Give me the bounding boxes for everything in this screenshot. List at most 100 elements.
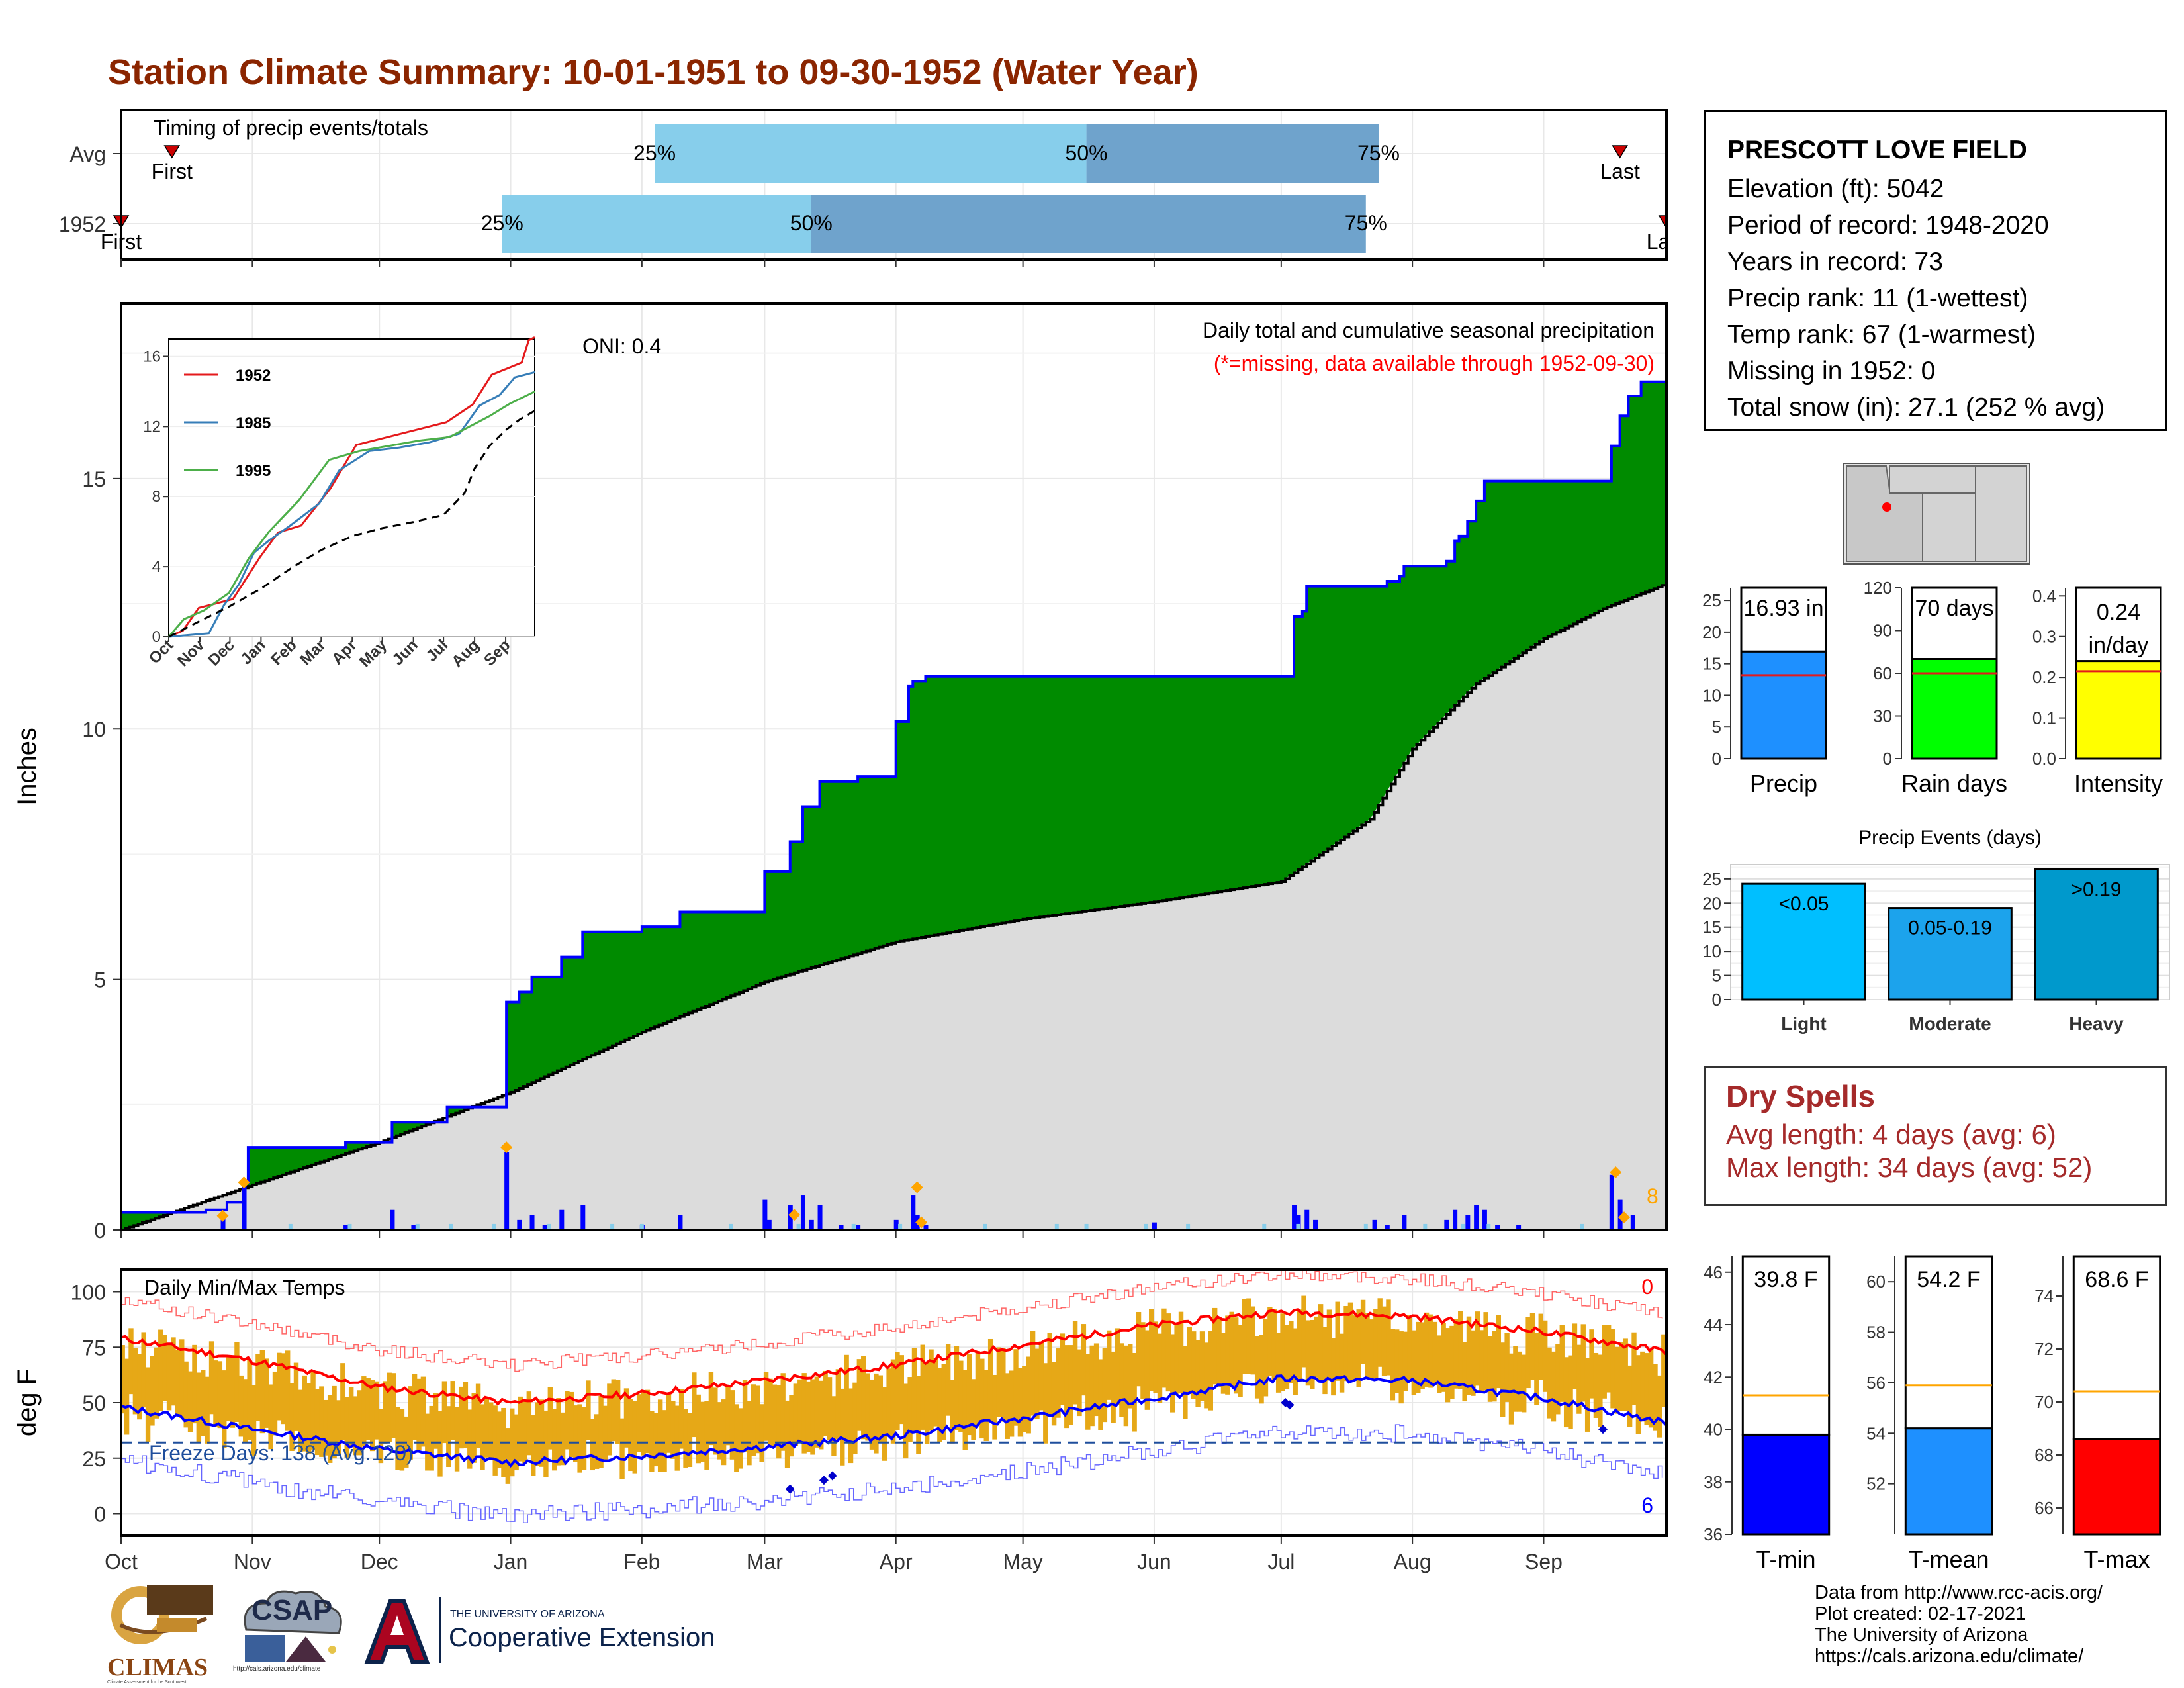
- daily-temp-range-bar: [1496, 1315, 1502, 1389]
- daily-temp-range-bar: [531, 1415, 536, 1476]
- daily-temp-range-bar: [319, 1386, 324, 1457]
- daily-temp-range-bar: [323, 1399, 328, 1456]
- daily-temp-range-bar: [1657, 1375, 1662, 1438]
- daily-precip-bar: [580, 1205, 586, 1230]
- inset-legend-label: 1985: [236, 414, 271, 432]
- tmax-value-bar: [2072, 1438, 2161, 1536]
- month-label: Jul: [1267, 1550, 1295, 1573]
- daily-temp-range-bar: [848, 1388, 854, 1464]
- daily-temp-range-bar: [1428, 1314, 1433, 1388]
- daily-temp-range-bar: [1022, 1366, 1027, 1432]
- daily-temp-range-bar: [1369, 1319, 1375, 1380]
- daily-temp-range-bar: [929, 1349, 934, 1431]
- daily-temp-range-bar: [1326, 1309, 1332, 1381]
- daily-temp-range-bar: [721, 1399, 727, 1466]
- northern-state-shape: [1889, 465, 1976, 494]
- daily-temp-range-bar: [1347, 1302, 1353, 1383]
- daily-temp-range-bar: [234, 1342, 240, 1422]
- daily-temp-range-bar: [137, 1354, 142, 1420]
- daily-temp-range-bar: [801, 1373, 807, 1454]
- month-label: Nov: [234, 1550, 271, 1573]
- precip_total-y-tick-label: 25: [1702, 590, 1721, 610]
- daily-temp-range-bar: [1102, 1348, 1108, 1423]
- daily-temp-range-bar: [492, 1405, 498, 1476]
- timing-p75-label: 75%: [1357, 141, 1400, 165]
- daily-temp-range-bar: [208, 1341, 214, 1415]
- daily-temp-range-bar: [1593, 1352, 1599, 1418]
- daily-temp-range-bar: [907, 1377, 913, 1442]
- daily-temp-range-bar: [1056, 1348, 1061, 1418]
- daily-temp-range-bar: [1153, 1321, 1158, 1393]
- events-y-tick-label: 15: [1702, 917, 1721, 937]
- daily-temp-range-bar: [306, 1383, 312, 1454]
- precip_total-x-label: Precip: [1750, 770, 1817, 797]
- daily-precip-bar: [1474, 1205, 1479, 1230]
- daily-temp-range-bar: [598, 1395, 604, 1468]
- daily-temp-range-bar: [412, 1374, 418, 1440]
- daily-temp-range-bar: [1462, 1342, 1467, 1402]
- daily-temp-range-bar: [729, 1390, 735, 1460]
- daily-temp-range-bar: [1445, 1328, 1451, 1403]
- daily-temp-range-bar: [471, 1393, 477, 1463]
- daily-temp-range-bar: [657, 1399, 663, 1472]
- daily-temp-range-bar: [1077, 1349, 1082, 1417]
- record-precip-marker: [788, 1209, 801, 1221]
- daily-temp-range-bar: [1559, 1325, 1565, 1402]
- daily-temp-range-bar: [662, 1410, 667, 1472]
- daily-temp-range-bar: [1301, 1295, 1306, 1368]
- month-label: Jan: [494, 1550, 528, 1573]
- daily-temp-range-bar: [1165, 1313, 1171, 1392]
- tmax-y-tick-label: 70: [2034, 1392, 2054, 1412]
- daily-temp-range-bar: [348, 1387, 354, 1446]
- daily-temp-range-bar: [154, 1347, 159, 1419]
- inset-panel-bg: [168, 338, 535, 637]
- daily-temp-range-bar: [510, 1408, 515, 1477]
- intensity-y-tick-label: 0.4: [2032, 586, 2056, 606]
- daily-temp-range-bar: [1060, 1333, 1066, 1405]
- daily-temp-range-bar: [1432, 1321, 1438, 1385]
- tmean-y-tick-label: 56: [1866, 1373, 1886, 1393]
- daily-temp-range-bar: [416, 1378, 422, 1450]
- daily-precip-bar: [788, 1205, 793, 1230]
- daily-precip-bar: [1444, 1219, 1449, 1230]
- timing-p50-label: 50%: [1066, 141, 1108, 165]
- daily-precip-bar: [1453, 1209, 1458, 1230]
- tmean-x-label: T-mean: [1908, 1546, 1989, 1573]
- inset-series-line: [167, 391, 535, 637]
- precip-panel-subtitle: (*=missing, data available through 1952-…: [1214, 352, 1655, 375]
- daily-temp-range-bar: [1187, 1327, 1193, 1393]
- tmax-y-tick-label: 66: [2034, 1498, 2054, 1518]
- trace-precip-bar: [898, 1223, 903, 1230]
- daily-temp-range-bar: [878, 1375, 884, 1443]
- trace-precip-bar: [1580, 1223, 1584, 1230]
- daily-temp-range-bar: [1475, 1311, 1480, 1386]
- daily-temp-range-bar: [340, 1363, 345, 1440]
- daily-temp-range-bar: [243, 1379, 248, 1443]
- daily-temp-range-bar: [547, 1387, 553, 1450]
- trace-precip-bar: [415, 1223, 420, 1230]
- daily-precip-bar: [343, 1225, 349, 1230]
- daily-temp-range-bar: [768, 1378, 773, 1448]
- daily-temp-range-bar: [1242, 1299, 1248, 1374]
- tmean-y-tick-label: 60: [1866, 1272, 1886, 1291]
- freeze-days-label: Freeze Days: 138 (Avg.120): [149, 1441, 414, 1465]
- daily-temp-range-bar: [1170, 1334, 1175, 1413]
- tmin-y-tick-label: 36: [1704, 1524, 1723, 1544]
- daily-temp-range-bar: [1335, 1301, 1340, 1381]
- inset-y-tick-label: 0: [152, 628, 161, 646]
- daily-temp-range-bar: [1157, 1333, 1163, 1403]
- daily-temp-range-bar: [1377, 1298, 1383, 1367]
- daily-temp-range-bar: [222, 1370, 227, 1448]
- avg-min-temp-line: [120, 1374, 1668, 1468]
- daily-temp-range-bar: [365, 1378, 371, 1440]
- daily-temp-range-bar: [678, 1389, 684, 1449]
- month-label: Mar: [747, 1550, 783, 1573]
- daily-temp-range-bar: [1394, 1329, 1400, 1393]
- daily-temp-range-bar: [797, 1379, 803, 1442]
- tmean-y-tick-label: 54: [1866, 1423, 1886, 1443]
- trace-precip-bar: [547, 1223, 551, 1230]
- daily-temp-range-bar: [865, 1373, 870, 1441]
- trace-precip-bar: [288, 1223, 293, 1230]
- tmean-label-box: [1904, 1255, 1993, 1430]
- daily-temp-range-bar: [1500, 1342, 1506, 1417]
